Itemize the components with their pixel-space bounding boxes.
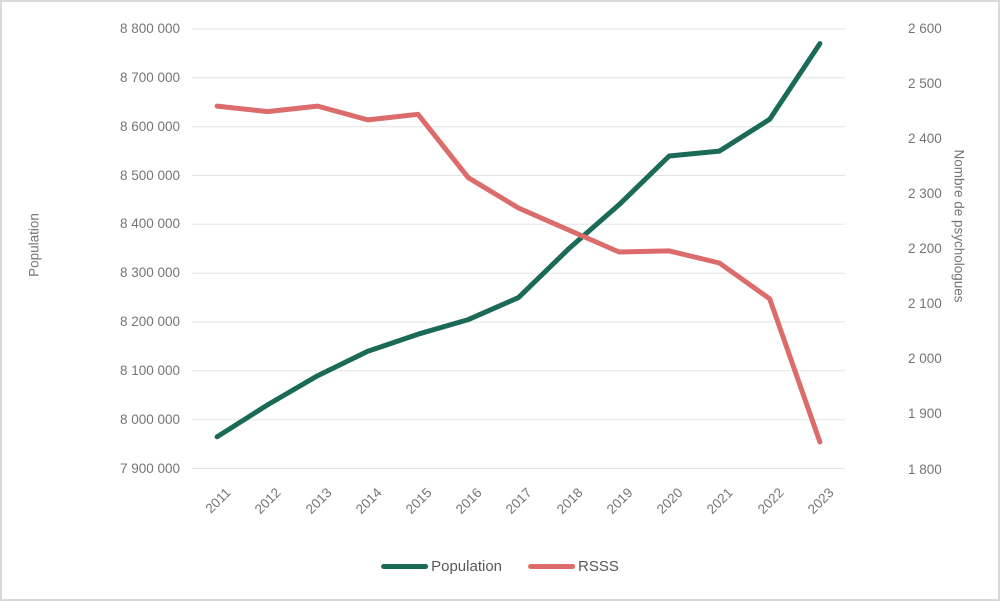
y-axis-tick-left: 8 000 000 [119, 411, 180, 427]
y-axis-tick-left: 7 900 000 [119, 460, 180, 476]
y-axis-tick-right: 2 300 [908, 186, 942, 202]
y-axis-tick-right: 2 400 [908, 131, 942, 147]
legend-label-rsss: RSSS [578, 558, 619, 575]
y-axis-tick-right: 1 900 [908, 406, 942, 422]
y-axis-tick-left: 8 100 000 [119, 362, 180, 378]
legend-item-population[interactable]: Population [381, 558, 502, 575]
left-axis-title: Population [26, 213, 42, 277]
right-axis-title: Nombre de psychologues [951, 149, 967, 303]
y-axis-tick-left: 8 300 000 [119, 265, 180, 281]
legend: Population RSSS [381, 558, 619, 575]
rsss-line[interactable] [214, 103, 823, 445]
y-axis-tick-left: 8 400 000 [119, 216, 180, 232]
y-axis-tick-right: 2 000 [908, 351, 942, 367]
population-line-swatch [381, 564, 429, 569]
y-axis-tick-left: 8 700 000 [119, 69, 180, 85]
y-axis-tick-right: 1 800 [908, 461, 942, 477]
population-line[interactable] [214, 41, 823, 440]
y-axis-tick-left: 8 600 000 [119, 118, 180, 134]
y-axis-tick-right: 2 600 [908, 21, 942, 36]
legend-item-rsss[interactable]: RSSS [528, 558, 619, 575]
rsss-line-swatch [528, 564, 576, 569]
legend-label-population: Population [431, 558, 503, 575]
y-axis-tick-right: 2 500 [908, 76, 942, 92]
y-axis-tick-left: 8 200 000 [119, 314, 180, 329]
y-axis-tick-left: 8 800 000 [119, 21, 180, 36]
y-axis-tick-left: 8 500 000 [119, 167, 180, 183]
y-axis-tick-right: 2 200 [908, 241, 942, 257]
y-axis-tick-right: 2 100 [908, 296, 942, 312]
